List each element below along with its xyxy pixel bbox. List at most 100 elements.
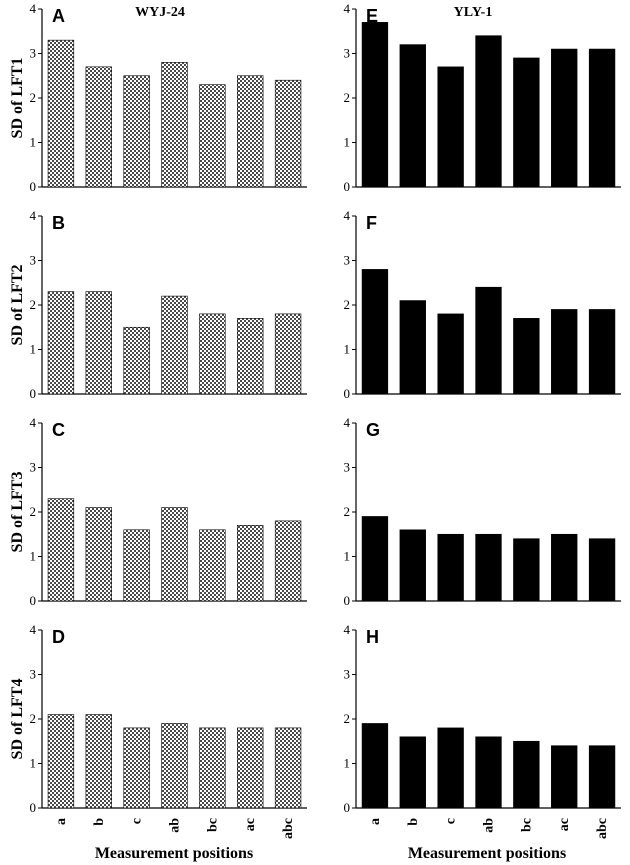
y-tick-label: 3 bbox=[344, 253, 351, 268]
x-tick-label: ac bbox=[557, 818, 572, 831]
bar-ac bbox=[551, 48, 578, 188]
x-tick-label: ab bbox=[168, 818, 183, 833]
bar-a bbox=[47, 39, 75, 188]
y-tick-label: 4 bbox=[30, 622, 37, 637]
y-tick-label: 2 bbox=[344, 711, 351, 726]
y-tick-label: 2 bbox=[30, 711, 37, 726]
bar-a bbox=[361, 22, 389, 188]
y-tick-label: 4 bbox=[30, 208, 37, 223]
y-tick-label: 1 bbox=[344, 549, 351, 564]
y-tick-label: 2 bbox=[344, 504, 351, 519]
panel-letter: G bbox=[366, 420, 380, 440]
bar-bc bbox=[199, 84, 226, 188]
y-tick-label: 4 bbox=[344, 1, 351, 16]
bar-ac bbox=[551, 533, 578, 602]
y-tick-label: 1 bbox=[344, 756, 351, 771]
bar-ac bbox=[551, 309, 578, 395]
y-tick-label: 2 bbox=[30, 297, 37, 312]
y-tick-label: 4 bbox=[344, 622, 351, 637]
bar-b bbox=[85, 66, 112, 188]
y-tick-label: 1 bbox=[30, 135, 37, 150]
x-tick-label: bc bbox=[519, 818, 534, 832]
bar-abc bbox=[274, 520, 302, 602]
bar-c bbox=[437, 727, 464, 809]
panel-g: 0 1 2 3 4 G bbox=[344, 415, 621, 608]
bar-ab bbox=[161, 295, 188, 395]
bar-b bbox=[85, 507, 112, 602]
bar-c bbox=[123, 75, 150, 188]
bar-bc bbox=[513, 318, 540, 395]
bar-ac bbox=[551, 745, 578, 809]
bar-b bbox=[85, 291, 112, 395]
y-axis-label: SD of LFT3 bbox=[9, 472, 26, 553]
panel-c: 0 1 2 3 4 C SD of LFT3 bbox=[9, 415, 307, 608]
bar-abc bbox=[274, 313, 302, 395]
bar-a bbox=[47, 714, 75, 809]
y-tick-label: 3 bbox=[30, 46, 37, 61]
bar-a bbox=[47, 498, 75, 602]
bar-abc bbox=[588, 745, 616, 809]
y-tick-label: 4 bbox=[30, 415, 37, 430]
y-tick-label: 1 bbox=[30, 756, 37, 771]
bar-a bbox=[361, 516, 389, 602]
x-tick-label: c bbox=[444, 818, 459, 824]
panel-b: 0 1 2 3 4 B SD of LFT2 bbox=[9, 208, 307, 401]
x-tick-label: a bbox=[368, 818, 383, 825]
bar-ab bbox=[475, 35, 502, 188]
bar-bc bbox=[513, 538, 540, 602]
panel-f: 0 1 2 3 4 F bbox=[344, 208, 621, 401]
panel-letter: F bbox=[366, 213, 377, 233]
bar-ab bbox=[161, 507, 188, 602]
y-tick-label: 1 bbox=[344, 342, 351, 357]
bar-b bbox=[399, 300, 426, 395]
panel-a: 0 1 2 3 4 A SD of LFT1 bbox=[9, 1, 307, 194]
y-axis-label: SD of LFT1 bbox=[9, 58, 26, 139]
y-tick-label: 3 bbox=[30, 253, 37, 268]
y-tick-label: 2 bbox=[30, 504, 37, 519]
x-tick-label: c bbox=[130, 818, 145, 824]
x-tick-label: b bbox=[406, 818, 421, 826]
y-tick-label: 0 bbox=[30, 386, 37, 401]
bar-ab bbox=[161, 62, 188, 188]
x-tick-label: b bbox=[92, 818, 107, 826]
bar-ac bbox=[237, 727, 264, 809]
bar-b bbox=[399, 736, 426, 809]
x-tick-label: ab bbox=[482, 818, 497, 833]
x-tick-label: abc bbox=[281, 818, 296, 839]
bar-abc bbox=[588, 309, 616, 395]
bar-c bbox=[123, 529, 150, 602]
y-tick-label: 4 bbox=[344, 208, 351, 223]
bar-a bbox=[361, 723, 389, 809]
bar-abc bbox=[588, 538, 616, 602]
bar-c bbox=[123, 727, 150, 809]
bar-bc bbox=[513, 740, 540, 809]
y-tick-label: 0 bbox=[344, 179, 351, 194]
bar-b bbox=[85, 714, 112, 809]
y-tick-label: 3 bbox=[344, 667, 351, 682]
y-tick-label: 0 bbox=[344, 593, 351, 608]
y-tick-label: 1 bbox=[30, 549, 37, 564]
x-axis-title-right: Measurement positions bbox=[408, 845, 566, 862]
bar-abc bbox=[274, 727, 302, 809]
panel-letter: H bbox=[366, 627, 379, 647]
panel-e: 0 1 2 3 4 E bbox=[344, 1, 621, 194]
bar-bc bbox=[513, 57, 540, 188]
bar-bc bbox=[199, 727, 226, 809]
bar-ab bbox=[161, 723, 188, 809]
bar-ac bbox=[237, 525, 264, 602]
y-tick-label: 3 bbox=[344, 460, 351, 475]
y-tick-label: 0 bbox=[30, 593, 37, 608]
bar-a bbox=[361, 269, 389, 395]
y-tick-label: 1 bbox=[344, 135, 351, 150]
y-tick-label: 0 bbox=[344, 386, 351, 401]
y-tick-label: 0 bbox=[30, 179, 37, 194]
bar-a bbox=[47, 291, 75, 395]
bar-ac bbox=[237, 75, 264, 188]
y-tick-label: 4 bbox=[344, 415, 351, 430]
bar-bc bbox=[199, 529, 226, 602]
bar-c bbox=[123, 326, 150, 395]
bar-bc bbox=[199, 313, 226, 395]
